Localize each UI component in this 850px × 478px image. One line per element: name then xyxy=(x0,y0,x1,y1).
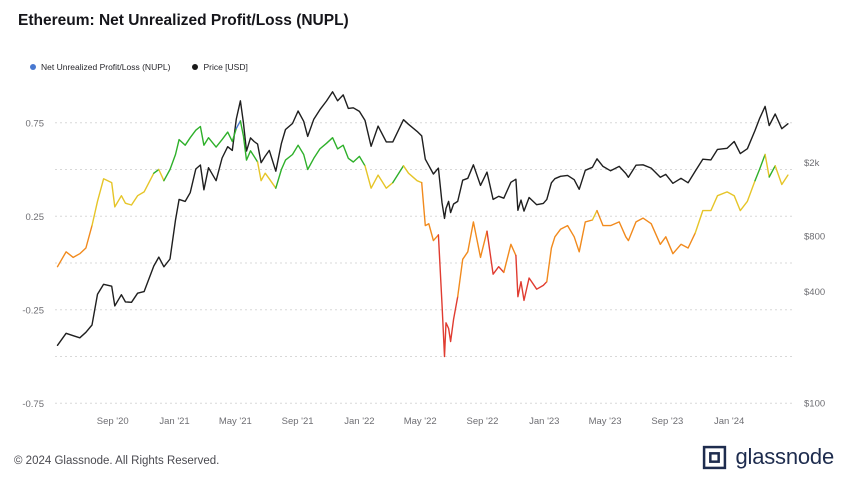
svg-text:Sep '22: Sep '22 xyxy=(467,416,499,427)
legend-item-price[interactable]: Price [USD] xyxy=(192,62,248,72)
svg-text:$100: $100 xyxy=(804,399,825,410)
svg-text:0.75: 0.75 xyxy=(26,118,45,129)
nupl-series xyxy=(56,120,789,358)
glassnode-wordmark: glassnode xyxy=(735,444,835,469)
svg-text:May '22: May '22 xyxy=(404,416,437,427)
glassnode-logo: glassnode xyxy=(702,444,835,470)
svg-text:$800: $800 xyxy=(804,231,825,242)
legend-label-price: Price [USD] xyxy=(203,62,248,72)
svg-text:$2k: $2k xyxy=(804,158,820,169)
svg-text:Jan '21: Jan '21 xyxy=(159,416,189,427)
svg-text:Jan '24: Jan '24 xyxy=(714,416,744,427)
svg-text:May '23: May '23 xyxy=(589,416,622,427)
price-series-dot-icon xyxy=(192,64,199,70)
legend-label-nupl: Net Unrealized Profit/Loss (NUPL) xyxy=(41,62,171,72)
svg-text:Jan '23: Jan '23 xyxy=(529,416,559,427)
svg-text:Jan '22: Jan '22 xyxy=(344,416,374,427)
svg-text:May '21: May '21 xyxy=(219,416,252,427)
time-axis-labels: Sep '20 Jan '21 May '21 Sep '21 Jan '22 May '… xyxy=(97,416,745,427)
chart-title: Ethereum: Net Unrealized Profit/Loss (NU… xyxy=(18,12,349,29)
price-series xyxy=(56,91,789,346)
svg-text:Sep '23: Sep '23 xyxy=(651,416,683,427)
nupl-series-dot-icon xyxy=(30,64,36,70)
chart-legend: Net Unrealized Profit/Loss (NUPL) Price … xyxy=(30,62,248,72)
svg-text:Sep '21: Sep '21 xyxy=(282,416,314,427)
glassnode-logo-mark-icon xyxy=(702,445,726,469)
legend-item-nupl[interactable]: Net Unrealized Profit/Loss (NUPL) xyxy=(30,62,170,72)
svg-text:-0.25: -0.25 xyxy=(22,305,44,316)
svg-text:-0.75: -0.75 xyxy=(22,399,44,410)
svg-text:Sep '20: Sep '20 xyxy=(97,416,129,427)
price-axis-labels: $2k $800 $400 $100 xyxy=(804,158,825,410)
nupl-axis-labels: 0.75 0.25 -0.25 -0.75 xyxy=(22,118,44,410)
copyright-text: © 2024 Glassnode. All Rights Reserved. xyxy=(14,455,220,467)
svg-text:0.25: 0.25 xyxy=(26,212,45,223)
svg-text:$400: $400 xyxy=(804,287,825,298)
